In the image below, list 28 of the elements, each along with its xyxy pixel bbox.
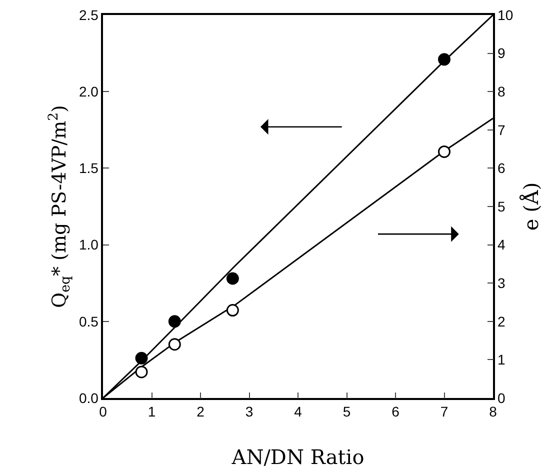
y2-tick-label: 4	[498, 236, 506, 253]
y-tick-label: 0.0	[78, 390, 99, 406]
x-tick-label: 0	[99, 404, 108, 420]
y-tick-label: 2.0	[78, 84, 99, 100]
x-tick-label: 5	[342, 404, 351, 420]
y2-tick-label: 5	[498, 198, 506, 214]
y-tick-label: 2.5	[78, 6, 99, 23]
y2-tick-label: 1	[498, 352, 506, 368]
x-tick-label: 8	[489, 404, 498, 420]
x-tick-label: 3	[245, 404, 254, 420]
y2-tick-label: 6	[498, 160, 506, 176]
y2-tick-label: 10	[498, 6, 514, 23]
y2-tick-label: 2	[498, 313, 506, 330]
y-tick-label: 1.5	[78, 160, 99, 176]
y2-tick-label: 0	[498, 390, 506, 406]
y-tick-label: 1.0	[78, 236, 99, 253]
x-tick-label: 1	[148, 404, 156, 420]
x-axis-title: AN/DN Ratio	[230, 445, 364, 469]
y2-tick-label: 9	[498, 45, 506, 62]
x-tick-label: 4	[294, 404, 302, 420]
x-tick-label: 7	[440, 404, 448, 420]
y2-tick-label: 8	[498, 84, 506, 100]
y2-tick-label: 3	[498, 275, 506, 291]
y2-axis-title: e (Å)	[519, 182, 543, 231]
x-tick-label: 2	[196, 404, 205, 420]
y2-tick-label: 7	[498, 122, 506, 138]
y-tick-label: 0.5	[78, 313, 99, 330]
x-tick-label: 6	[392, 404, 400, 420]
